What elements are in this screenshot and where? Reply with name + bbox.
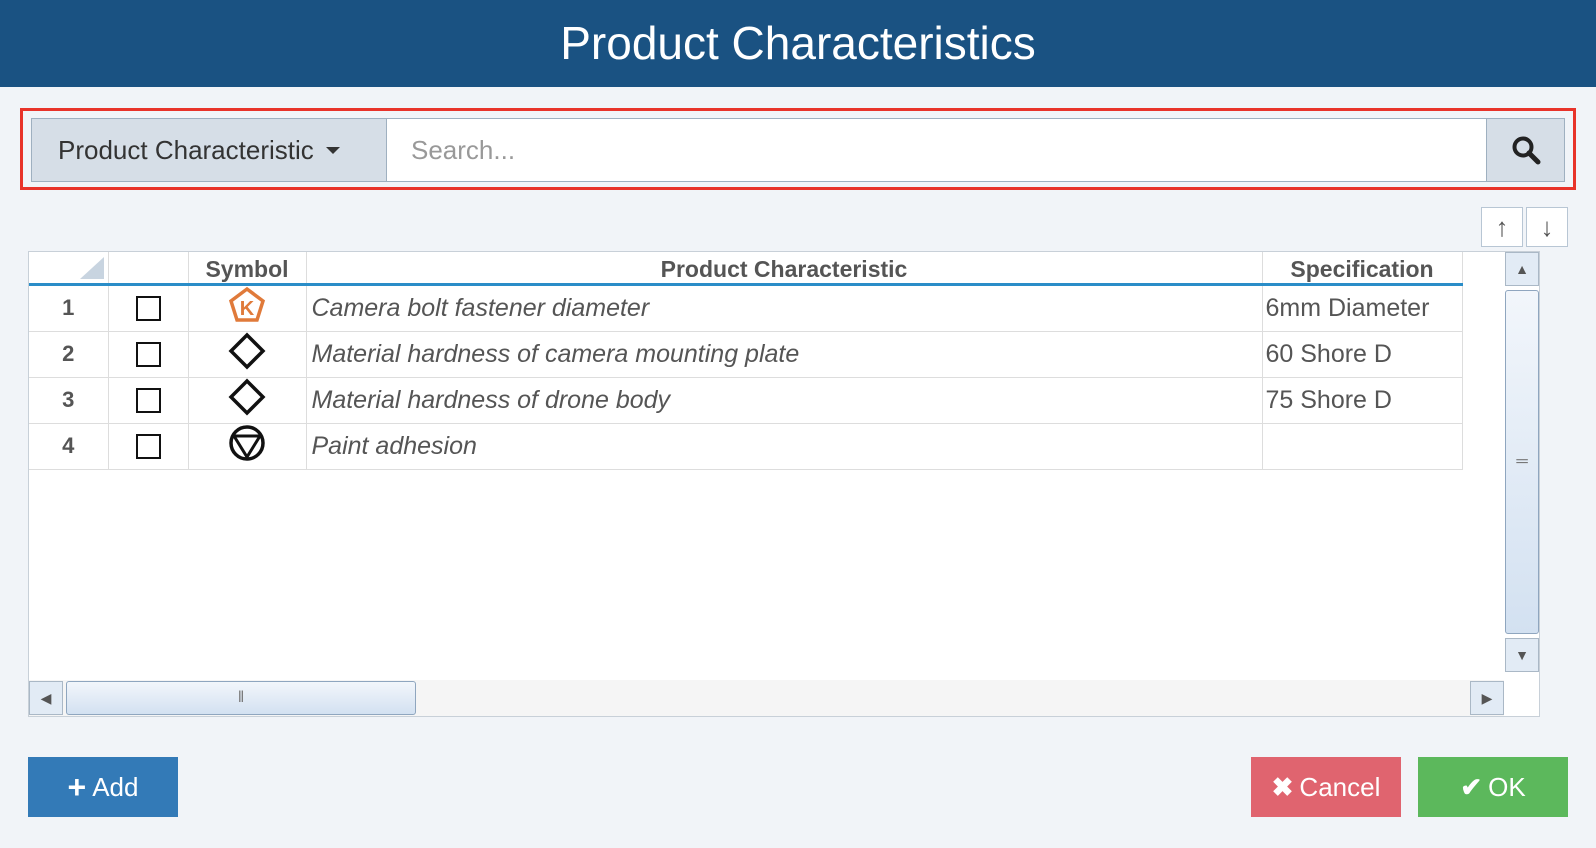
characteristic-cell[interactable]: Camera bolt fastener diameter <box>306 284 1263 332</box>
arrow-down-icon: ↓ <box>1540 211 1554 242</box>
table-row[interactable]: 2 Material hardness of camera mounting p… <box>29 331 1463 378</box>
specification-cell[interactable]: 6mm Diameter <box>1262 284 1463 332</box>
table-row[interactable]: 3 Material hardness of drone body 75 Sho… <box>29 377 1463 424</box>
table-row[interactable]: 1 K Camera bolt fastener diameter 6mm Di… <box>29 284 1463 332</box>
column-header-symbol[interactable]: Symbol <box>188 252 307 286</box>
characteristic-cell[interactable]: Paint adhesion <box>306 423 1263 470</box>
dialog-title: Product Characteristics <box>0 0 1596 87</box>
row-checkbox[interactable] <box>135 296 161 322</box>
plus-icon: + <box>67 768 87 805</box>
column-header-specification[interactable]: Specification <box>1262 252 1463 286</box>
ok-button[interactable]: ✔ OK <box>1418 757 1568 817</box>
scroll-right-button[interactable]: ▶ <box>1470 681 1504 715</box>
row-number: 1 <box>29 284 109 332</box>
search-input[interactable] <box>387 119 1486 181</box>
search-icon <box>1512 136 1540 165</box>
circle-triangle-icon <box>188 423 307 470</box>
row-number: 3 <box>29 377 109 424</box>
row-checkbox[interactable] <box>135 342 161 368</box>
scroll-down-button[interactable]: ▼ <box>1505 638 1539 672</box>
filter-label: Product Characteristic <box>58 134 314 165</box>
row-number: 4 <box>29 423 109 470</box>
add-button[interactable]: + Add <box>28 757 178 817</box>
vertical-scrollbar[interactable]: ▲ ═ ▼ <box>1505 252 1541 672</box>
specification-cell[interactable] <box>1262 423 1463 470</box>
horizontal-scrollbar[interactable]: ◀ ‖ ▶ <box>29 680 1504 716</box>
diamond-icon <box>188 331 307 378</box>
checkbox-cell <box>108 423 189 470</box>
checkbox-cell <box>108 331 189 378</box>
checkbox-cell <box>108 377 189 424</box>
search-button[interactable] <box>1486 119 1564 181</box>
move-down-button[interactable]: ↓ <box>1526 207 1568 247</box>
checkbox-column-header <box>108 252 189 286</box>
vertical-scroll-thumb[interactable]: ═ <box>1505 290 1539 634</box>
table-row[interactable]: 4 Paint adhesion <box>29 423 1463 470</box>
k-pentagon-icon: K <box>188 284 307 332</box>
horizontal-scroll-thumb[interactable]: ‖ <box>66 681 416 715</box>
select-all-corner[interactable] <box>29 252 109 286</box>
move-up-button[interactable]: ↑ <box>1481 207 1523 247</box>
characteristic-cell[interactable]: Material hardness of drone body <box>306 377 1263 424</box>
caret-down-icon <box>325 146 340 154</box>
search-bar: Product Characteristic <box>31 118 1565 182</box>
row-checkbox[interactable] <box>135 434 161 460</box>
scroll-up-button[interactable]: ▲ <box>1505 252 1539 286</box>
close-icon: ✖ <box>1271 771 1294 802</box>
cancel-button[interactable]: ✖ Cancel <box>1251 757 1401 817</box>
row-number: 2 <box>29 331 109 378</box>
checkbox-cell <box>108 284 189 332</box>
scroll-left-button[interactable]: ◀ <box>29 681 63 715</box>
characteristic-cell[interactable]: Material hardness of camera mounting pla… <box>306 331 1263 378</box>
arrow-up-icon: ↑ <box>1495 211 1509 242</box>
search-highlight: Product Characteristic <box>20 108 1576 190</box>
svg-text:K: K <box>240 298 255 320</box>
specification-cell[interactable]: 60 Shore D <box>1262 331 1463 378</box>
filter-dropdown[interactable]: Product Characteristic <box>32 119 387 181</box>
specification-cell[interactable]: 75 Shore D <box>1262 377 1463 424</box>
check-icon: ✔ <box>1460 771 1483 802</box>
diamond-icon <box>188 377 307 424</box>
column-header-characteristic[interactable]: Product Characteristic <box>306 252 1263 286</box>
row-checkbox[interactable] <box>135 388 161 414</box>
characteristics-grid: Symbol Product Characteristic Specificat… <box>28 251 1540 717</box>
